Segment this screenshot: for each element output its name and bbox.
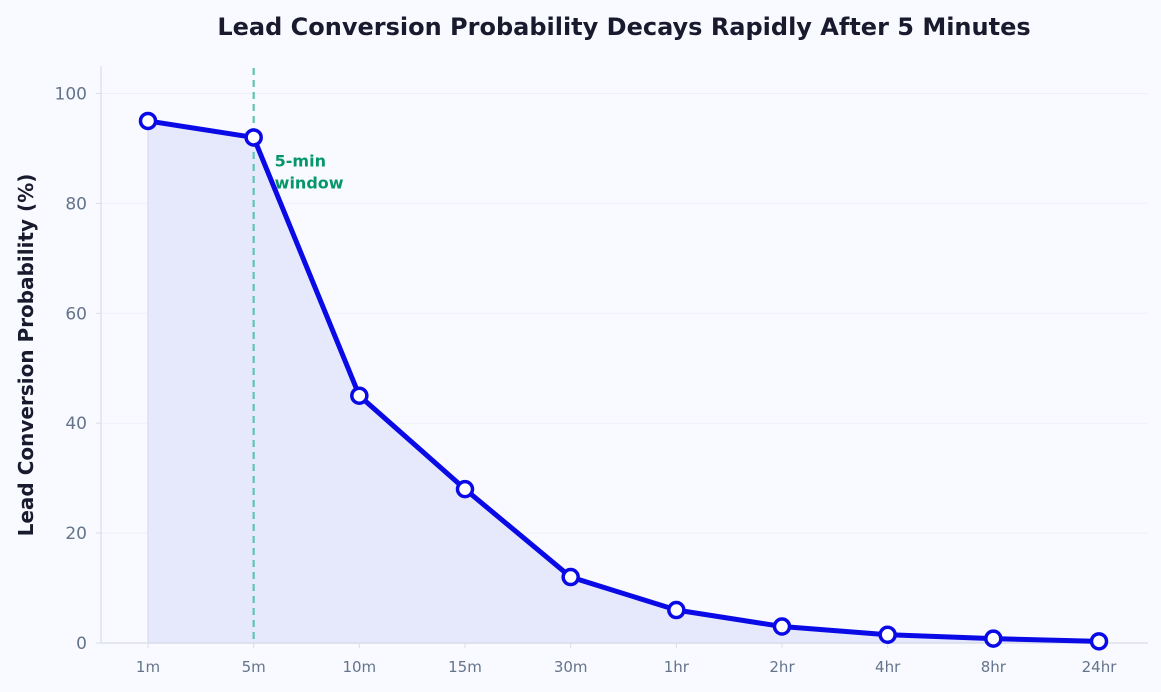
x-tick-label-9: 24hr: [1082, 658, 1118, 676]
data-point-15m: [455, 479, 475, 499]
y-tick-label-5: 100: [55, 84, 87, 104]
series-line: [145, 118, 1102, 644]
data-point-5m: [244, 128, 263, 147]
x-tick-label-2: 10m: [342, 658, 376, 676]
x-tick-label-5: 1hr: [664, 658, 690, 676]
x-tick-labels: 1m 5m 10m 15m 30m 1hr 2hr 4hr 8hr 24hr: [136, 643, 1117, 676]
chart-title: Lead Conversion Probability Decays Rapid…: [217, 13, 1030, 41]
x-tick-label-3: 15m: [448, 658, 482, 676]
x-tick-label-4: 30m: [554, 658, 588, 676]
y-tick-label-4: 80: [65, 194, 87, 214]
y-axis-label: Lead Conversion Probability (%): [14, 174, 38, 537]
series-line-layer: [145, 118, 1102, 644]
data-point-4hr: [878, 625, 897, 645]
area-layer: [147, 120, 1100, 644]
x-tick-label-1: 5m: [242, 658, 266, 676]
x-tick-label-8: 8hr: [981, 658, 1007, 676]
data-point-10m: [350, 386, 369, 405]
y-tick-label-1: 20: [65, 524, 87, 544]
y-tick-label-3: 60: [65, 304, 87, 324]
axis-layer: [100, 66, 1148, 644]
data-point-30m: [561, 567, 580, 587]
series-area-fill: [147, 120, 1100, 644]
annotation-text-line-0: 5-min: [275, 151, 326, 170]
data-point-24hr: [1089, 632, 1109, 651]
data-point-layer: [138, 111, 1109, 651]
x-tick-label-7: 4hr: [875, 658, 901, 676]
x-tick-label-0: 1m: [136, 658, 160, 676]
y-tick-label-0: 0: [76, 634, 87, 654]
annotation-text-line-1: window: [275, 173, 344, 192]
y-tick-label-2: 40: [65, 414, 87, 434]
y-tick-labels: 0 20 40 60 80 100: [55, 84, 101, 654]
data-point-8hr: [984, 629, 1003, 648]
data-point-2hr: [772, 617, 792, 636]
data-point-1hr: [667, 600, 686, 620]
data-point-1m: [138, 111, 158, 131]
x-tick-label-6: 2hr: [769, 658, 795, 676]
annotation-layer: 5-min window: [275, 151, 344, 192]
